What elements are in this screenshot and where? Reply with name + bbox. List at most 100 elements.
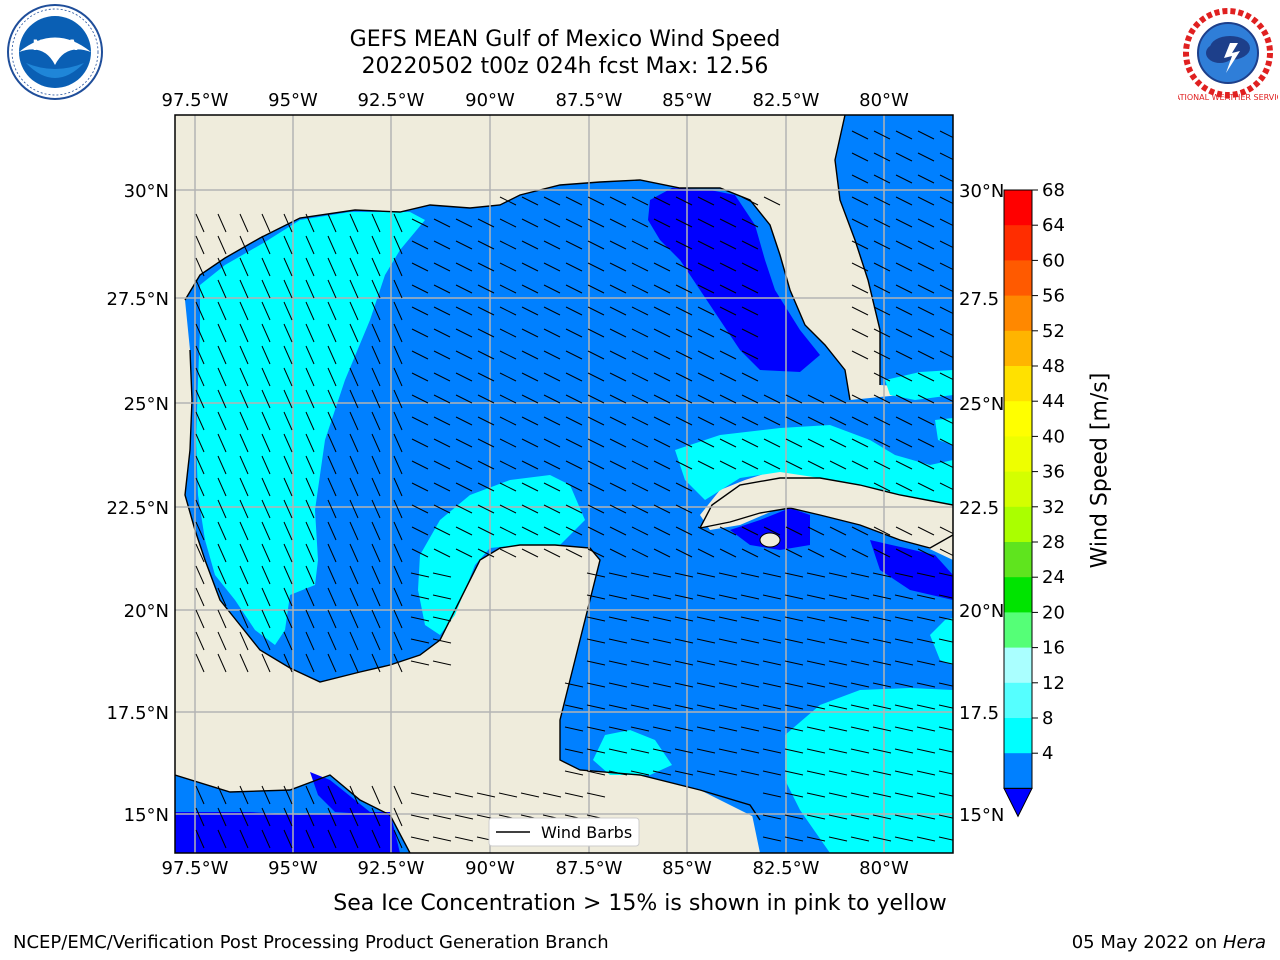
- wind-barb: [477, 438, 495, 448]
- wind-barb: [433, 372, 451, 382]
- wind-barb: [894, 572, 914, 578]
- wind-barb: [828, 726, 848, 732]
- wind-barb: [349, 609, 359, 629]
- wind-barb: [872, 770, 892, 776]
- wind-barb: [217, 653, 227, 673]
- wind-barb: [784, 594, 804, 600]
- wind-barb: [741, 218, 759, 228]
- wind-barb: [410, 660, 430, 666]
- wind-barb: [432, 836, 452, 842]
- wind-barb: [631, 284, 649, 294]
- lon-label-top: 82.5°W: [753, 90, 820, 111]
- wind-barb: [917, 152, 935, 162]
- wind-barb: [477, 416, 495, 426]
- wind-barb: [741, 262, 759, 272]
- wind-barb: [762, 814, 782, 820]
- wind-barb: [261, 345, 271, 365]
- wind-barb: [653, 350, 671, 360]
- wind-barb: [873, 548, 891, 558]
- wind-barb: [283, 323, 293, 343]
- wind-barb: [521, 328, 539, 338]
- wind-barb: [499, 350, 517, 360]
- wind-barb: [217, 499, 227, 519]
- cuba-south-low-speed-region: [730, 508, 810, 550]
- wind-barb: [455, 350, 473, 360]
- footer-date: 05 May 2022 on Hera: [1072, 932, 1266, 953]
- wind-barb: [217, 587, 227, 607]
- wind-barb: [938, 704, 953, 709]
- wind-barb: [565, 394, 583, 404]
- wind-barb: [740, 748, 760, 754]
- wind-barb: [938, 660, 953, 665]
- wind-barb: [895, 196, 913, 206]
- wind-barb: [261, 565, 271, 585]
- wind-barb: [543, 240, 561, 250]
- wind-barb: [521, 240, 539, 250]
- wind-barb: [195, 807, 205, 827]
- nws-logo-text: NATIONAL WEATHER SERVICE: [1178, 93, 1278, 102]
- wind-barb: [740, 704, 760, 710]
- wind-barb: [393, 389, 403, 409]
- wind-barb: [674, 594, 694, 600]
- wind-barb: [217, 785, 227, 805]
- wind-barb: [719, 416, 737, 426]
- wind-barb: [894, 770, 914, 776]
- wind-barb: [784, 704, 804, 710]
- wind-barb: [195, 235, 205, 255]
- wind-barb: [608, 726, 628, 732]
- wind-barb: [283, 367, 293, 387]
- wind-barb: [371, 807, 381, 827]
- wind-barb: [872, 748, 892, 754]
- wind-barb: [195, 323, 205, 343]
- ne-gulf-low-speed-region: [648, 188, 820, 372]
- lon-label-bottom: 87.5°W: [556, 858, 623, 879]
- wind-barb: [631, 350, 649, 360]
- wind-barb: [631, 394, 649, 404]
- wind-barb: [371, 565, 381, 585]
- wind-barb: [653, 262, 671, 272]
- wind-barb: [327, 785, 337, 805]
- wind-barb: [718, 616, 738, 622]
- wind-barb: [217, 235, 227, 255]
- wind-barb: [305, 785, 315, 805]
- wind-barb: [261, 785, 271, 805]
- wind-barb: [543, 416, 561, 426]
- wind-barb: [828, 572, 848, 578]
- wind-barb: [850, 682, 870, 688]
- wind-barb: [371, 455, 381, 475]
- wind-barb: [828, 704, 848, 710]
- wind-barb: [283, 477, 293, 497]
- wind-barb: [195, 213, 205, 233]
- colorbar-segment: [1004, 330, 1032, 367]
- wind-barb: [850, 704, 870, 710]
- wind-barb: [261, 433, 271, 453]
- wind-barb: [393, 411, 403, 431]
- wind-barb: [433, 504, 451, 514]
- lon-label-bottom: 90°W: [465, 858, 515, 879]
- wind-barb: [433, 218, 451, 228]
- wind-barb: [873, 394, 891, 404]
- wind-barb: [217, 279, 227, 299]
- wind-barb: [697, 416, 715, 426]
- east-edge-high-speed-region: [930, 618, 953, 665]
- wind-barb: [283, 829, 293, 849]
- wind-barb: [872, 572, 892, 578]
- wind-barb: [432, 814, 452, 820]
- wind-barb: [785, 394, 803, 404]
- wind-barb: [850, 792, 870, 798]
- wind-barb: [393, 807, 403, 827]
- wind-barb: [762, 836, 782, 842]
- wind-barb: [499, 328, 517, 338]
- wind-barb: [740, 572, 760, 578]
- wind-barb: [410, 572, 430, 578]
- wind-barb: [696, 638, 716, 644]
- wind-barb: [696, 748, 716, 754]
- wind-barb: [521, 504, 539, 514]
- wind-barb: [499, 416, 517, 426]
- wind-barb: [697, 394, 715, 404]
- wind-barb: [455, 262, 473, 272]
- wind-barb: [565, 526, 583, 536]
- wind-barb: [652, 748, 672, 754]
- wind-barb: [239, 477, 249, 497]
- wind-barb: [261, 301, 271, 321]
